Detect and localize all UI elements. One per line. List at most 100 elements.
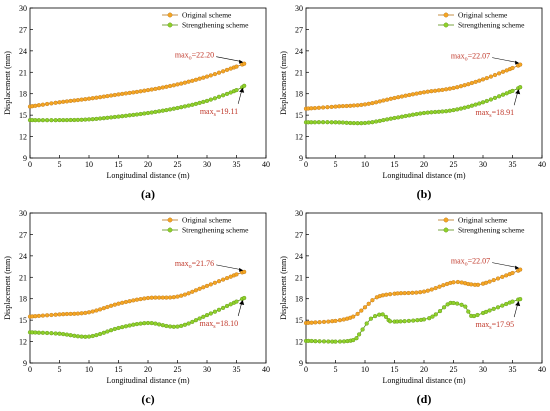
data-point: [471, 314, 477, 319]
data-point: [500, 303, 505, 308]
annotation-label: maxs=18.10: [200, 319, 239, 330]
data-point: [437, 284, 442, 289]
data-point: [72, 333, 77, 338]
data-point: [61, 99, 66, 104]
data-point: [179, 105, 184, 110]
data-point: [484, 75, 489, 81]
data-point: [429, 89, 434, 94]
data-point: [312, 120, 317, 125]
data-point: [68, 98, 73, 103]
data-point: [411, 318, 416, 323]
data-point: [425, 110, 430, 115]
data-point: [68, 333, 73, 338]
data-point: [492, 72, 498, 78]
data-point: [112, 326, 117, 332]
data-point: [497, 94, 502, 99]
data-point: [86, 310, 92, 315]
data-point: [123, 299, 128, 305]
data-point: [414, 91, 419, 96]
data-point: [79, 97, 84, 102]
data-point: [182, 292, 187, 297]
series-line: [29, 271, 245, 317]
x-tick-label: 20: [144, 365, 152, 374]
data-point: [351, 120, 356, 126]
data-point: [75, 334, 80, 339]
annotation-label: maxs=18.91: [476, 108, 515, 119]
panel-label: (a): [141, 187, 155, 201]
annotation-max-original: maxo=22.20: [175, 51, 244, 64]
data-point: [234, 299, 239, 304]
arrow-head: [515, 60, 520, 65]
data-point: [72, 311, 77, 316]
y-tick-label: 9: [299, 359, 303, 368]
data-point: [355, 311, 360, 316]
data-point: [415, 318, 420, 323]
arrow-head: [239, 59, 244, 64]
data-point: [164, 295, 169, 300]
data-point: [204, 98, 210, 103]
y-tick-label: 12: [19, 338, 27, 347]
legend-swatch-marker: [443, 227, 449, 233]
data-point: [216, 70, 222, 75]
data-point: [201, 75, 206, 80]
data-point: [455, 279, 460, 285]
data-point: [362, 102, 368, 107]
data-point: [344, 103, 349, 109]
data-point: [380, 293, 385, 298]
data-point: [402, 319, 407, 324]
data-point: [61, 117, 66, 123]
data-point: [175, 82, 180, 87]
data-point: [49, 118, 54, 123]
data-point: [473, 79, 478, 84]
data-point: [212, 280, 217, 285]
data-point: [168, 83, 173, 89]
data-point: [407, 113, 412, 118]
y-tick-label: 12: [295, 338, 303, 347]
data-point: [366, 101, 371, 106]
plot-frame: [305, 7, 543, 159]
data-point: [518, 85, 523, 90]
x-tick-label: 15: [391, 160, 399, 169]
data-point: [433, 312, 438, 317]
y-tick-label: 9: [299, 154, 303, 163]
data-point: [145, 295, 151, 301]
data-point: [221, 277, 226, 282]
y-tick-label: 27: [295, 230, 303, 239]
data-point: [134, 322, 139, 327]
data-point: [357, 332, 362, 337]
data-point: [495, 305, 501, 310]
data-point: [212, 309, 217, 314]
data-point: [224, 91, 230, 96]
data-point: [168, 295, 173, 300]
data-point: [333, 104, 338, 109]
data-point: [145, 110, 151, 116]
data-point: [458, 84, 463, 89]
data-point: [204, 283, 210, 288]
data-point: [68, 117, 73, 123]
y-tick-label: 18: [19, 295, 27, 304]
annotation-max-strengthening: maxs=18.91: [476, 89, 521, 119]
legend-label: Strengthening scheme: [182, 226, 249, 235]
y-tick-label: 30: [19, 209, 27, 218]
data-point: [83, 310, 88, 315]
data-point: [440, 109, 445, 114]
data-point: [441, 283, 446, 288]
x-tick-label: 15: [115, 365, 123, 374]
data-point: [204, 74, 210, 79]
x-axis-label: Longitudinal distance (m): [382, 171, 465, 180]
data-point: [383, 314, 389, 319]
data-point: [208, 73, 213, 78]
data-point: [321, 105, 326, 110]
data-point: [440, 87, 445, 92]
data-point: [53, 100, 58, 105]
data-point: [44, 101, 50, 107]
annotation-max-original: maxo=22.07: [451, 257, 520, 270]
data-point: [101, 94, 106, 99]
x-tick-label: 0: [304, 365, 308, 374]
data-point: [83, 334, 88, 339]
data-point: [399, 114, 404, 119]
y-tick-label: 12: [19, 133, 27, 142]
data-point: [108, 328, 114, 333]
data-point: [321, 319, 327, 324]
